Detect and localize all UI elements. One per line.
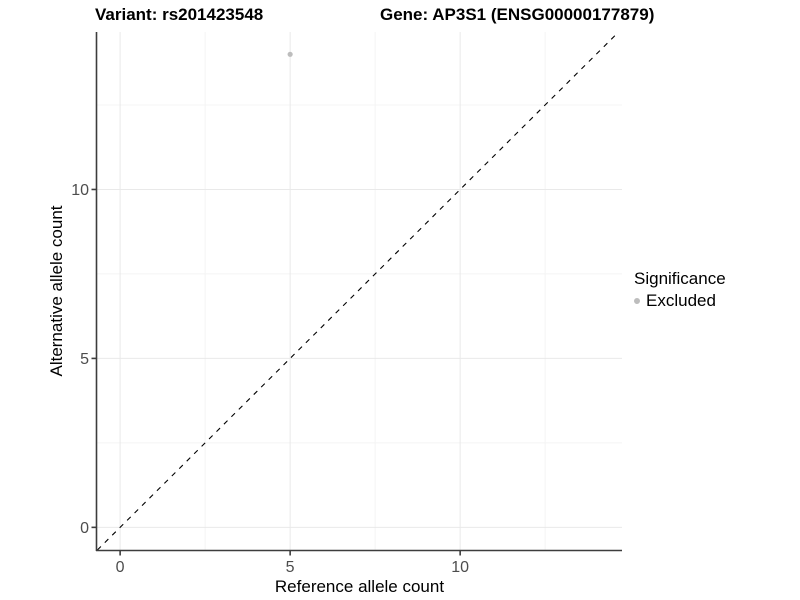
- y-tick-label: 0: [80, 520, 89, 537]
- legend-title: Significance: [634, 269, 726, 288]
- y-tick-label: 10: [71, 182, 89, 199]
- plot-title-gene: Gene: AP3S1 (ENSG00000177879): [380, 5, 655, 24]
- y-axis-title: Alternative allele count: [47, 205, 66, 377]
- legend-item-label: Excluded: [646, 291, 716, 310]
- x-axis-title: Reference allele count: [274, 577, 445, 596]
- x-tick-label: 5: [286, 559, 295, 576]
- identity-dashed-line: [96, 31, 619, 551]
- y-tick-label: 5: [80, 351, 89, 368]
- excluded-point-icon: [634, 298, 640, 304]
- data-point: [287, 51, 293, 57]
- x-tick-label: 10: [451, 559, 469, 576]
- legend-item-excluded: Excluded: [634, 290, 784, 312]
- legend: Significance Excluded: [634, 268, 784, 312]
- x-tick-label: 0: [116, 559, 125, 576]
- plot-title-variant: Variant: rs201423548: [95, 5, 264, 24]
